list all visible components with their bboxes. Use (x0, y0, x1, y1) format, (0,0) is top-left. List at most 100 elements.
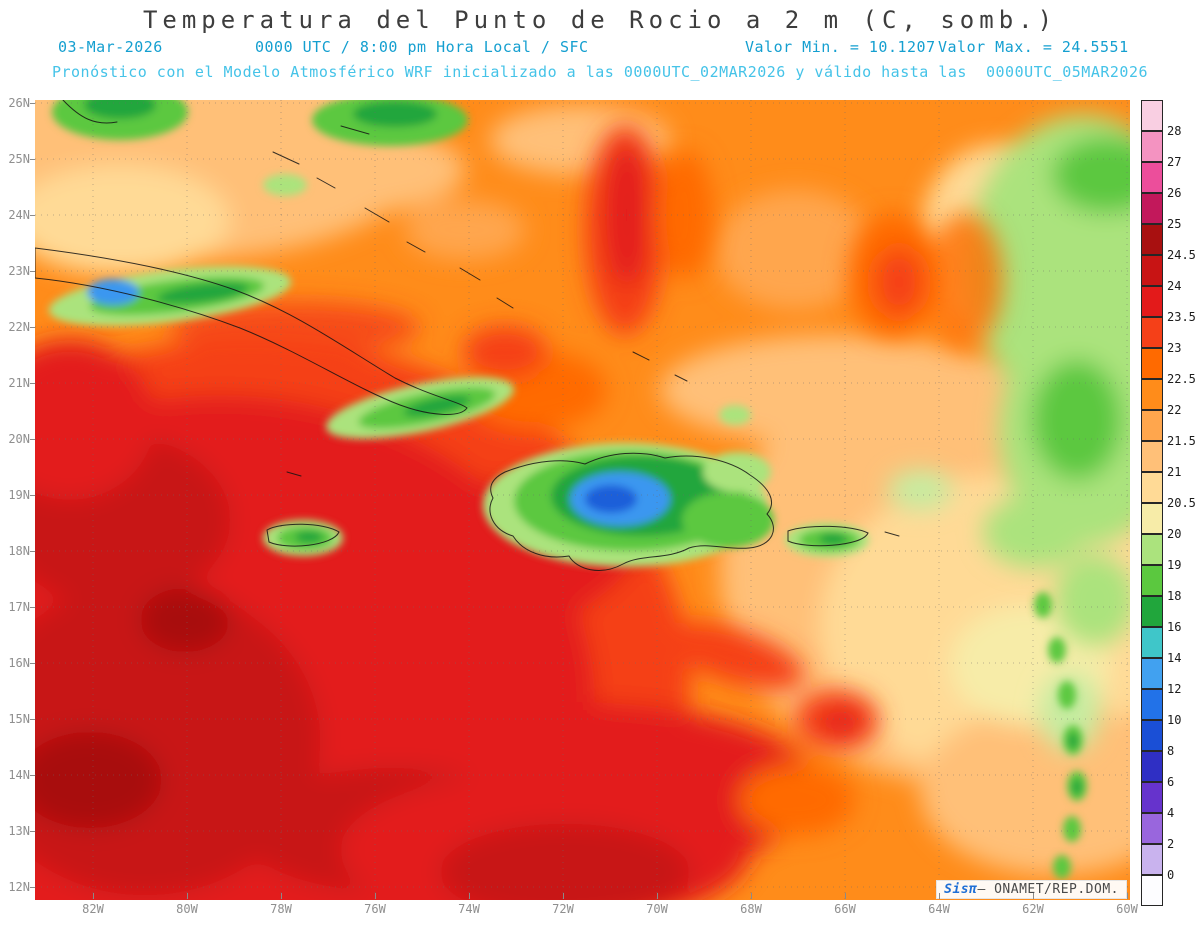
lon-tick-mark (281, 893, 282, 899)
lon-tick-label: 82W (82, 902, 104, 916)
dewpoint-field-svg (35, 100, 1130, 900)
lon-tick-label: 72W (552, 902, 574, 916)
lat-tick-label: 15N (8, 712, 30, 726)
lat-tick-label: 22N (8, 320, 30, 334)
lat-tick-mark (30, 327, 35, 328)
atlantic-green-zones (888, 115, 1130, 752)
lat-tick-mark (30, 551, 35, 552)
colorbar-tick-label: 28 (1167, 124, 1182, 138)
lon-tick-mark (751, 893, 752, 899)
page-title: Temperatura del Punto de Rocio a 2 m (C,… (142, 6, 1058, 34)
colorbar-swatch (1141, 348, 1163, 379)
lat-tick-mark (30, 831, 35, 832)
colorbar-tick-label: 24.5 (1167, 248, 1196, 262)
colorbar-swatch (1141, 782, 1163, 813)
colorbar-tick-label: 10 (1167, 713, 1182, 727)
lon-tick-label: 78W (270, 902, 292, 916)
bahamas-cays (272, 125, 900, 537)
colorbar-tick-label: 19 (1167, 558, 1182, 572)
hispaniola-coastline (489, 452, 774, 571)
jamaica-coastline (266, 523, 340, 547)
lat-tick-label: 25N (8, 152, 30, 166)
west-cuba-blue-core (87, 279, 139, 305)
colorbar-tick-label: 20 (1167, 527, 1182, 541)
colorbar-tick-label: 6 (1167, 775, 1175, 789)
value-max-label: Valor Max. = 24.5551 (938, 38, 1129, 56)
colorbar (1141, 100, 1163, 906)
colorbar-tick-label: 8 (1167, 744, 1175, 758)
colorbar-swatch (1141, 224, 1163, 255)
coastlines (35, 100, 900, 571)
lat-lon-gridlines (35, 100, 1130, 900)
colorbar-tick-label: 18 (1167, 589, 1182, 603)
lon-tick-label: 74W (458, 902, 480, 916)
colorbar-tick-label: 23.5 (1167, 310, 1196, 324)
lon-tick-label: 76W (364, 902, 386, 916)
lat-tick-label: 17N (8, 600, 30, 614)
lat-tick-label: 12N (8, 880, 30, 894)
colorbar-swatch (1141, 162, 1163, 193)
lat-tick-mark (30, 103, 35, 104)
colorbar-tick-label: 24 (1167, 279, 1182, 293)
lat-tick-mark (30, 271, 35, 272)
colorbar-swatch (1141, 875, 1163, 906)
map-plot: Sisπ– ONAMET/REP.DOM. (35, 100, 1130, 900)
colorbar-tick-label: 21.5 (1167, 434, 1196, 448)
lon-tick-mark (1127, 893, 1128, 899)
lon-tick-label: 68W (740, 902, 762, 916)
colorbar-swatch (1141, 193, 1163, 224)
florida-coastline (62, 100, 118, 124)
lon-tick-label: 64W (928, 902, 950, 916)
colorbar-swatch (1141, 317, 1163, 348)
lon-tick-label: 62W (1022, 902, 1044, 916)
colorbar-tick-label: 16 (1167, 620, 1182, 634)
lat-tick-mark (30, 663, 35, 664)
colorbar-tick-label: 22 (1167, 403, 1182, 417)
colorbar-tick-label: 21 (1167, 465, 1182, 479)
colorbar-swatch (1141, 379, 1163, 410)
lon-tick-mark (939, 893, 940, 899)
colorbar-tick-label: 12 (1167, 682, 1182, 696)
lat-tick-label: 14N (8, 768, 30, 782)
colorbar-tick-label: 25 (1167, 217, 1182, 231)
lat-tick-label: 21N (8, 376, 30, 390)
lon-tick-mark (469, 893, 470, 899)
lat-tick-mark (30, 439, 35, 440)
lon-tick-label: 66W (834, 902, 856, 916)
colorbar-swatch (1141, 658, 1163, 689)
lon-tick-mark (187, 893, 188, 899)
colorbar-tick-label: 26 (1167, 186, 1182, 200)
lat-tick-mark (30, 887, 35, 888)
colorbar-swatch (1141, 534, 1163, 565)
watermark-brand: Sisπ (944, 882, 978, 897)
colorbar-swatch (1141, 503, 1163, 534)
colorbar-swatch (1141, 813, 1163, 844)
lat-tick-mark (30, 607, 35, 608)
valid-date: 03-Mar-2026 (58, 38, 163, 56)
colorbar-tick-label: 14 (1167, 651, 1182, 665)
lon-tick-mark (1033, 893, 1034, 899)
lat-tick-mark (30, 159, 35, 160)
colorbar-tick-label: 22.5 (1167, 372, 1196, 386)
colorbar-swatch (1141, 255, 1163, 286)
lat-tick-mark (30, 775, 35, 776)
lon-tick-label: 60W (1116, 902, 1138, 916)
cuba-coastline (35, 247, 468, 415)
watermark: Sisπ– ONAMET/REP.DOM. (937, 881, 1126, 898)
lat-tick-label: 18N (8, 544, 30, 558)
lon-tick-mark (657, 893, 658, 899)
lon-tick-mark (93, 893, 94, 899)
colorbar-swatch (1141, 131, 1163, 162)
valid-time: 0000 UTC / 8:00 pm Hora Local / SFC (255, 38, 589, 56)
lat-tick-label: 20N (8, 432, 30, 446)
colorbar-swatch (1141, 720, 1163, 751)
lat-tick-mark (30, 495, 35, 496)
model-init-line: Pronóstico con el Modelo Atmosférico WRF… (51, 63, 1149, 81)
colorbar-swatch (1141, 596, 1163, 627)
lat-tick-label: 19N (8, 488, 30, 502)
colorbar-tick-label: 27 (1167, 155, 1182, 169)
lat-tick-label: 16N (8, 656, 30, 670)
lat-tick-label: 24N (8, 208, 30, 222)
colorbar-tick-label: 23 (1167, 341, 1182, 355)
lat-tick-label: 23N (8, 264, 30, 278)
